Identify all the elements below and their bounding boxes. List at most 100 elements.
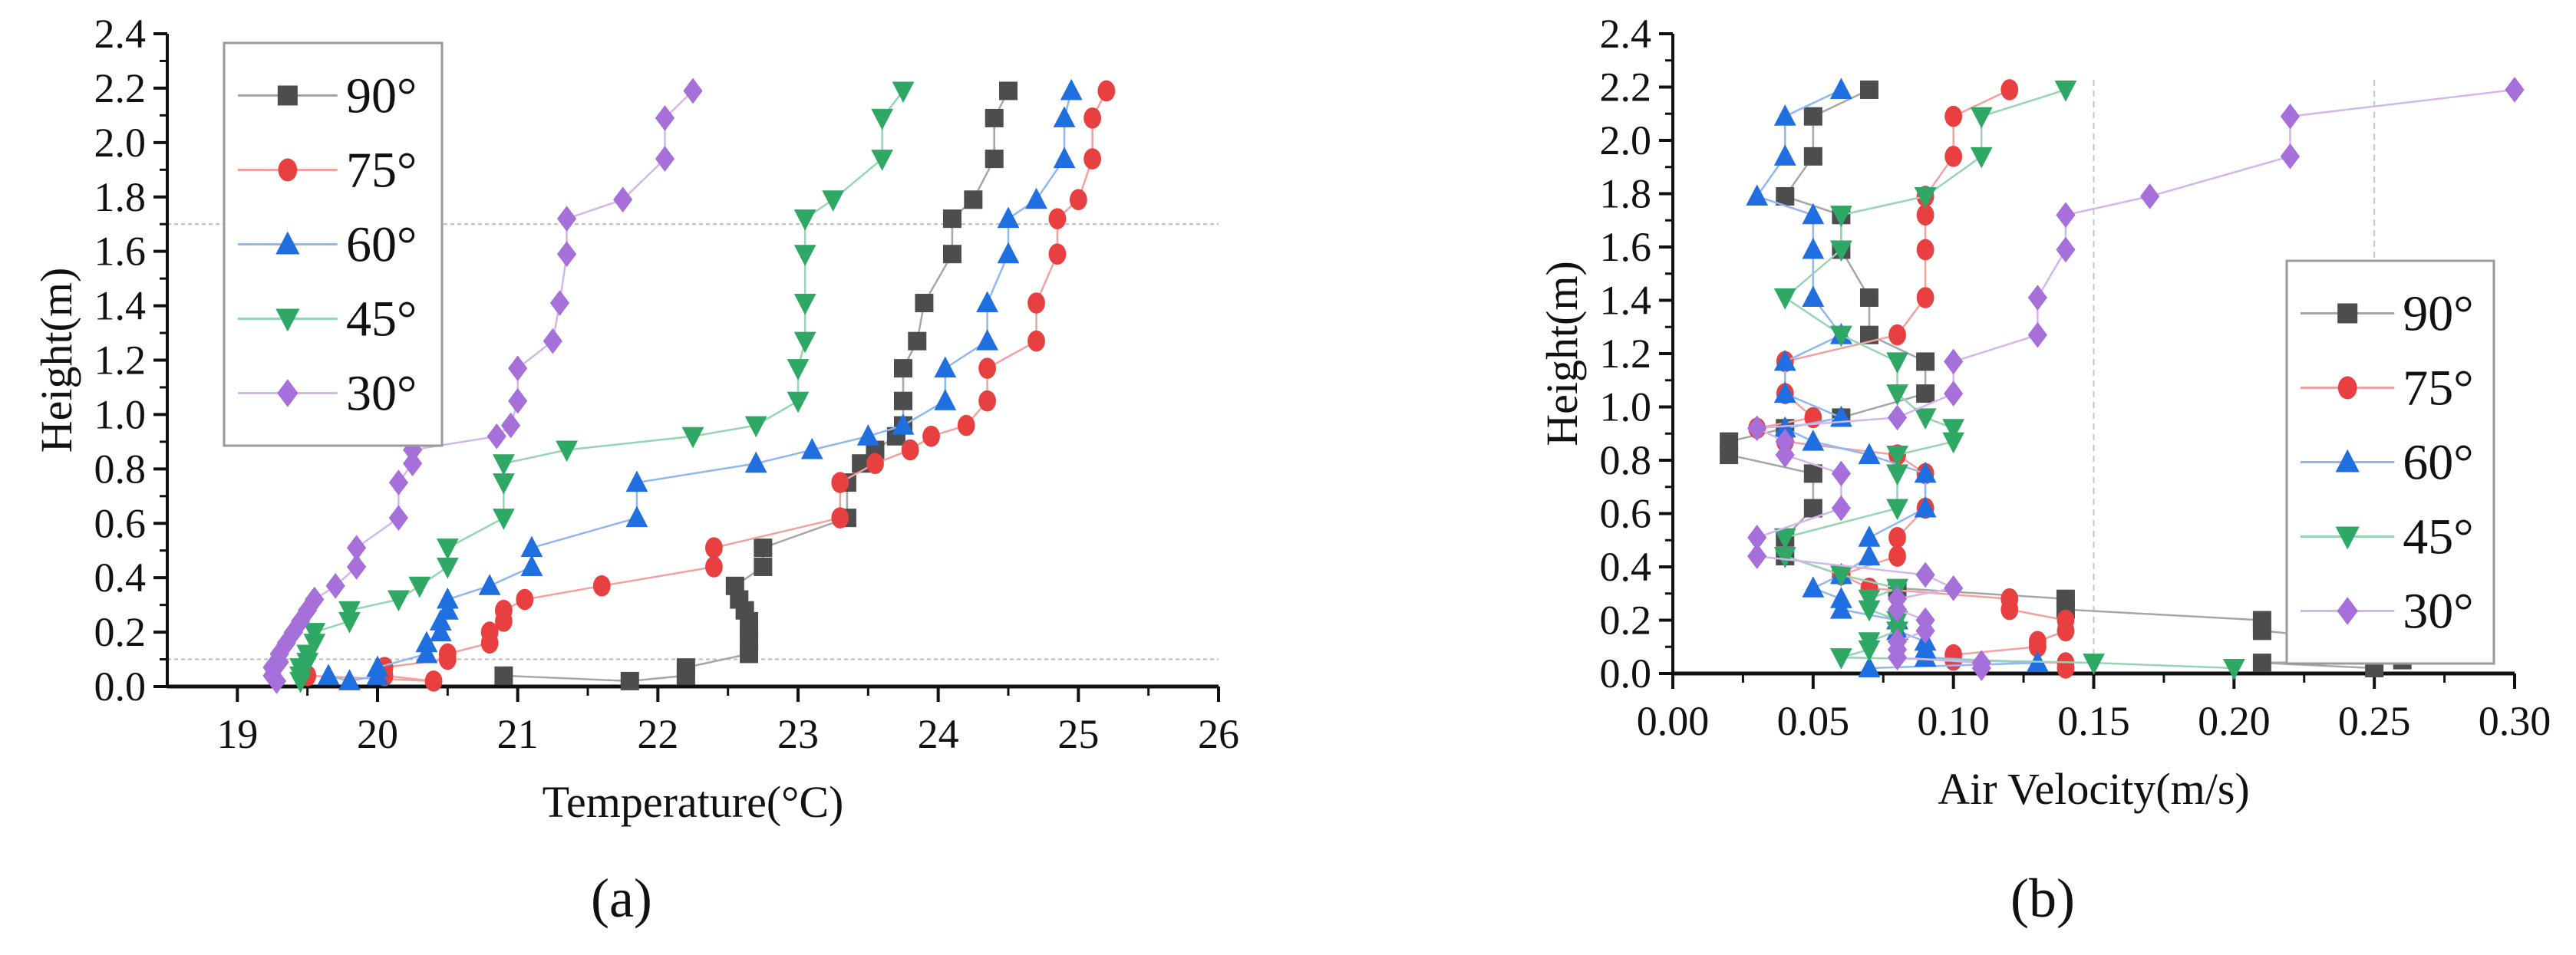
y-tick-label: 1.6 bbox=[94, 229, 147, 275]
diamond-marker-icon bbox=[655, 105, 675, 131]
diamond-marker-icon bbox=[1747, 524, 1767, 551]
triangle-up-marker-icon bbox=[520, 535, 543, 558]
diamond-marker-icon bbox=[2280, 103, 2301, 130]
square-marker-icon bbox=[277, 85, 298, 106]
circle-marker-icon bbox=[2057, 657, 2075, 679]
triangle-up-marker-icon bbox=[1858, 525, 1881, 547]
diamond-marker-icon bbox=[2280, 143, 2301, 170]
triangle-up-marker-icon bbox=[997, 242, 1020, 264]
diamond-marker-icon bbox=[2027, 321, 2047, 348]
triangle-down-marker-icon bbox=[793, 331, 816, 354]
triangle-down-marker-icon bbox=[787, 359, 810, 380]
x-tick-label: 0.15 bbox=[2057, 698, 2130, 744]
square-marker-icon bbox=[985, 150, 1004, 169]
circle-marker-icon bbox=[705, 556, 723, 578]
x-tick-label: 0.05 bbox=[1777, 698, 1850, 744]
square-marker-icon bbox=[494, 666, 513, 685]
axes: 0.0 0.2 0.4 0.6 0.8 1.0 1.2 1.4 1.6 1.8 2.0 2.2 2.4 1… bbox=[94, 11, 1240, 757]
circle-marker-icon bbox=[922, 425, 940, 447]
circle-marker-icon bbox=[1944, 105, 1963, 127]
y-tick-label: 1.2 bbox=[1600, 331, 1652, 377]
circle-marker-icon bbox=[1069, 189, 1087, 211]
legend-label: 60° bbox=[2403, 435, 2473, 491]
circle-marker-icon bbox=[1027, 330, 1045, 352]
legend-item: 75° bbox=[2301, 361, 2474, 417]
triangle-down-marker-icon bbox=[556, 440, 578, 463]
square-marker-icon bbox=[1720, 446, 1739, 465]
triangle-down-marker-icon bbox=[793, 245, 816, 266]
legend-label: 60° bbox=[346, 217, 417, 273]
triangle-up-marker-icon bbox=[1773, 381, 1796, 403]
diamond-marker-icon bbox=[557, 241, 577, 268]
diamond-marker-icon bbox=[549, 290, 570, 316]
x-tick-label: 0.10 bbox=[1917, 698, 1990, 744]
circle-marker-icon bbox=[1916, 239, 1934, 261]
y-tick-label: 0.6 bbox=[94, 500, 147, 546]
triangle-up-marker-icon bbox=[366, 664, 389, 685]
y-tick-label: 1.8 bbox=[1600, 171, 1652, 217]
diamond-marker-icon bbox=[543, 328, 562, 354]
panel-label-b: (b) bbox=[2010, 868, 2075, 929]
triangle-up-marker-icon bbox=[429, 609, 452, 631]
triangle-down-marker-icon bbox=[744, 416, 767, 438]
diamond-marker-icon bbox=[557, 206, 577, 232]
triangle-down-marker-icon bbox=[303, 623, 326, 644]
y-tick-label: 2.4 bbox=[94, 11, 147, 57]
circle-marker-icon bbox=[1916, 204, 1934, 226]
x-axis-title: Temperature(°C) bbox=[543, 777, 844, 827]
triangle-up-marker-icon bbox=[436, 587, 459, 609]
triangle-up-marker-icon bbox=[800, 437, 823, 459]
y-tick-label: 0.8 bbox=[94, 446, 147, 492]
diamond-marker-icon bbox=[1747, 415, 1767, 442]
triangle-up-marker-icon bbox=[1802, 237, 1825, 259]
square-marker-icon bbox=[894, 359, 912, 378]
circle-marker-icon bbox=[978, 357, 996, 379]
circle-marker-icon bbox=[2337, 376, 2357, 400]
triangle-down-marker-icon bbox=[793, 209, 816, 231]
triangle-down-marker-icon bbox=[1830, 648, 1852, 670]
circle-marker-icon bbox=[1888, 526, 1906, 548]
triangle-up-marker-icon bbox=[275, 231, 300, 255]
y-tick-label: 1.4 bbox=[1600, 278, 1652, 324]
temperature-height-chart: 0.0 0.2 0.4 0.6 0.8 1.0 1.2 1.4 1.6 1.8 2.0 2.2 2.4 1… bbox=[31, 11, 1240, 827]
triangle-down-marker-icon bbox=[1773, 288, 1796, 310]
x-tick-label: 26 bbox=[1198, 711, 1239, 757]
y-tick-label: 2.0 bbox=[94, 120, 147, 166]
circle-marker-icon bbox=[901, 439, 919, 461]
series-line bbox=[1783, 88, 2235, 670]
square-marker-icon bbox=[1803, 499, 1822, 518]
legend-item: 45° bbox=[238, 291, 417, 347]
series-line bbox=[1753, 88, 2067, 669]
triangle-up-marker-icon bbox=[338, 669, 361, 690]
diamond-marker-icon bbox=[388, 469, 408, 496]
square-marker-icon bbox=[754, 538, 773, 558]
diamond-marker-icon bbox=[1887, 596, 1908, 623]
axes: 0.0 0.2 0.4 0.6 0.8 1.0 1.2 1.4 1.6 1.8 2.0 2.2 2.4 0… bbox=[1600, 11, 2551, 744]
diamond-marker-icon bbox=[2505, 77, 2525, 103]
legend-item: 90° bbox=[238, 68, 417, 124]
series-60deg bbox=[1746, 77, 2049, 678]
velocity-height-chart: 0.0 0.2 0.4 0.6 0.8 1.0 1.2 1.4 1.6 1.8 2.0 2.2 2.4 0… bbox=[1537, 11, 2551, 814]
x-tick-label: 19 bbox=[216, 711, 258, 757]
square-marker-icon bbox=[1803, 147, 1822, 166]
circle-marker-icon bbox=[1916, 287, 1934, 308]
triangle-down-marker-icon bbox=[1886, 499, 1908, 521]
diamond-marker-icon bbox=[655, 146, 675, 172]
y-tick-label: 1.6 bbox=[1600, 224, 1652, 270]
diamond-marker-icon bbox=[403, 450, 423, 477]
triangle-up-marker-icon bbox=[415, 631, 438, 653]
legend-item: 30° bbox=[2301, 584, 2474, 640]
triangle-down-marker-icon bbox=[681, 426, 704, 449]
triangle-up-marker-icon bbox=[976, 329, 998, 351]
square-marker-icon bbox=[1859, 288, 1878, 308]
series-line bbox=[503, 90, 1010, 683]
y-tick-label: 1.8 bbox=[94, 174, 147, 220]
triangle-down-marker-icon bbox=[1858, 589, 1881, 611]
triangle-up-marker-icon bbox=[1802, 430, 1825, 451]
y-tick-label: 1.4 bbox=[94, 283, 147, 329]
legend-item: 75° bbox=[238, 143, 417, 199]
circle-marker-icon bbox=[1084, 148, 1101, 170]
diamond-marker-icon bbox=[2337, 597, 2358, 625]
legend-label: 45° bbox=[2403, 509, 2473, 565]
diamond-marker-icon bbox=[283, 619, 303, 645]
